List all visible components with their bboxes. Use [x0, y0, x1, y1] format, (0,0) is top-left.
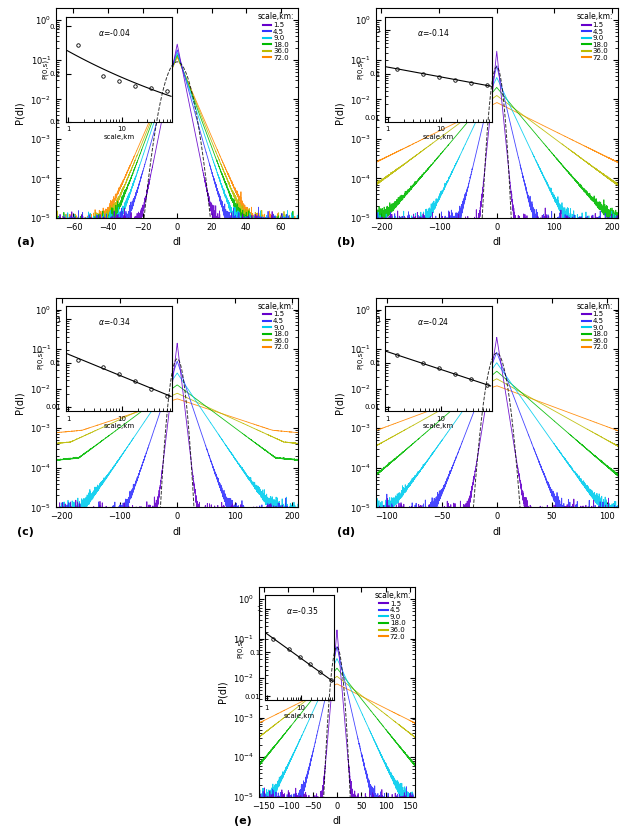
Legend: 1.5, 4.5, 9.0, 18.0, 36.0, 72.0: 1.5, 4.5, 9.0, 18.0, 36.0, 72.0 — [374, 591, 411, 640]
Text: (e): (e) — [234, 816, 251, 826]
X-axis label: dI: dI — [173, 237, 182, 247]
Y-axis label: P(dI): P(dI) — [15, 391, 25, 414]
Text: (d): (d) — [337, 527, 355, 537]
Legend: 1.5, 4.5, 9.0, 18.0, 36.0, 72.0: 1.5, 4.5, 9.0, 18.0, 36.0, 72.0 — [577, 301, 614, 351]
Y-axis label: P(dI): P(dI) — [334, 391, 344, 414]
Text: (a): (a) — [17, 237, 35, 247]
X-axis label: dI: dI — [492, 527, 501, 537]
Text: (c): (c) — [17, 527, 34, 537]
X-axis label: dI: dI — [492, 237, 501, 247]
Y-axis label: P(dI): P(dI) — [15, 102, 25, 124]
X-axis label: dI: dI — [333, 816, 341, 826]
X-axis label: dI: dI — [173, 527, 182, 537]
Y-axis label: P(dI): P(dI) — [218, 681, 228, 703]
Legend: 1.5, 4.5, 9.0, 18.0, 36.0, 72.0: 1.5, 4.5, 9.0, 18.0, 36.0, 72.0 — [257, 301, 295, 351]
Legend: 1.5, 4.5, 9.0, 18.0, 36.0, 72.0: 1.5, 4.5, 9.0, 18.0, 36.0, 72.0 — [577, 12, 614, 61]
Y-axis label: P(dI): P(dI) — [334, 102, 344, 124]
Legend: 1.5, 4.5, 9.0, 18.0, 36.0, 72.0: 1.5, 4.5, 9.0, 18.0, 36.0, 72.0 — [257, 12, 295, 61]
Text: (b): (b) — [337, 237, 355, 247]
